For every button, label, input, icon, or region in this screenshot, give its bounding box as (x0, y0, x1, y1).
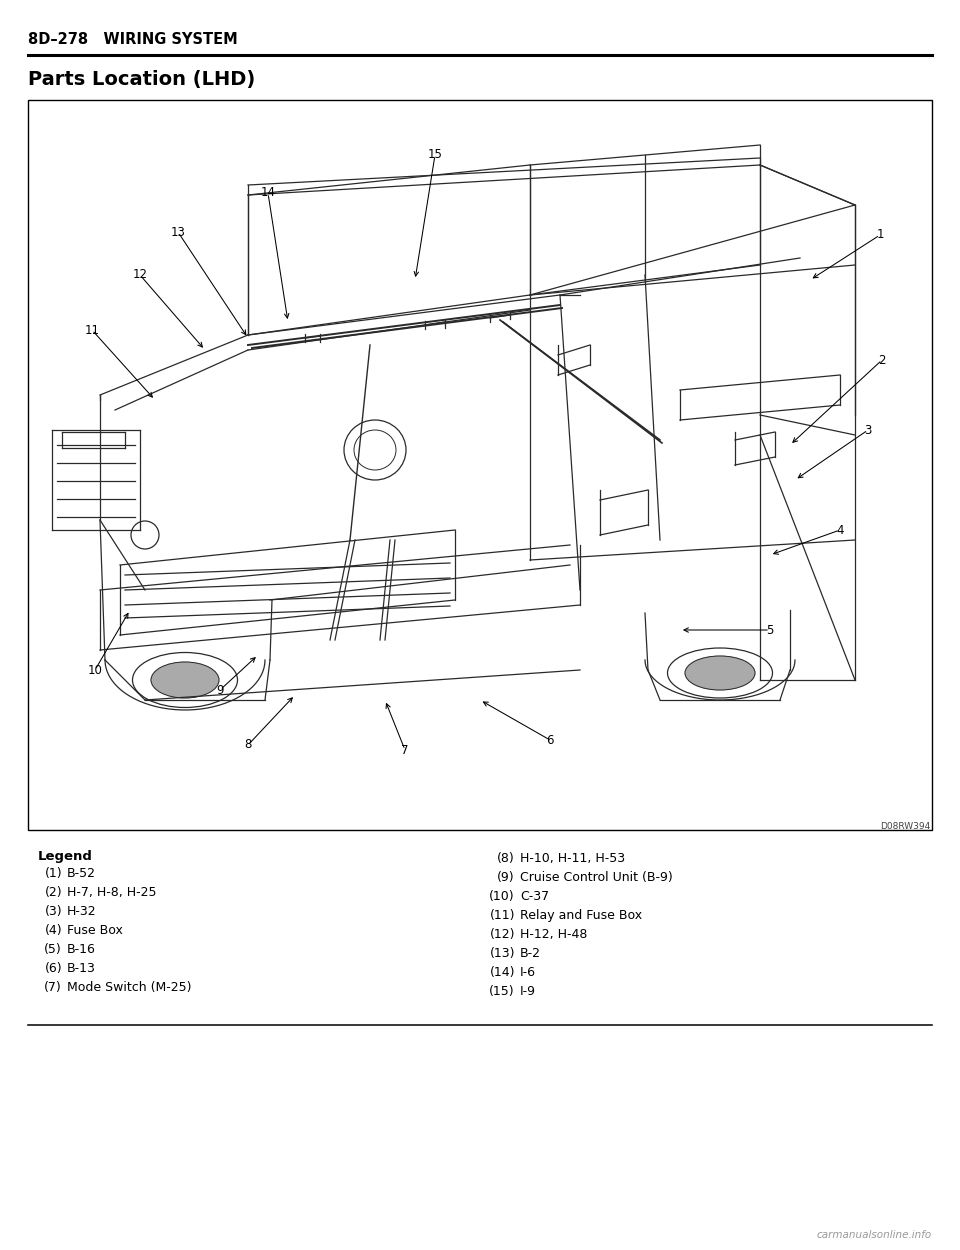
Text: (4): (4) (44, 924, 62, 938)
Text: 7: 7 (401, 744, 409, 756)
Text: 8: 8 (244, 739, 252, 751)
Text: carmanualsonline.info: carmanualsonline.info (817, 1230, 932, 1240)
Text: (15): (15) (490, 985, 515, 998)
Text: B-2: B-2 (520, 948, 541, 960)
Text: 2: 2 (878, 354, 886, 366)
Text: D08RW394: D08RW394 (879, 822, 930, 831)
Text: I-9: I-9 (520, 985, 536, 998)
Text: 1: 1 (876, 229, 884, 241)
Text: 8D–278   WIRING SYSTEM: 8D–278 WIRING SYSTEM (28, 32, 238, 48)
Text: (6): (6) (44, 962, 62, 975)
Text: 11: 11 (84, 324, 100, 336)
Text: (5): (5) (44, 942, 62, 956)
Text: 12: 12 (132, 269, 148, 281)
Text: B-16: B-16 (67, 942, 96, 956)
Text: (9): (9) (497, 871, 515, 884)
Text: 3: 3 (864, 424, 872, 436)
Text: H-12, H-48: H-12, H-48 (520, 928, 588, 941)
Text: I-6: I-6 (520, 966, 536, 979)
Text: (11): (11) (490, 909, 515, 922)
Text: 4: 4 (836, 524, 844, 536)
Text: 5: 5 (766, 624, 774, 636)
Text: 6: 6 (546, 734, 554, 746)
Text: 14: 14 (260, 186, 276, 200)
Text: C-37: C-37 (520, 890, 549, 902)
Text: (3): (3) (44, 905, 62, 918)
Text: (8): (8) (497, 853, 515, 865)
Bar (28, 100, 932, 830)
Text: B-13: B-13 (67, 962, 96, 975)
Text: Parts Location (LHD): Parts Location (LHD) (28, 70, 255, 89)
Text: Fuse Box: Fuse Box (67, 924, 123, 938)
Text: Cruise Control Unit (B-9): Cruise Control Unit (B-9) (520, 871, 673, 884)
Text: 10: 10 (87, 664, 103, 676)
Text: 15: 15 (427, 149, 443, 161)
Text: H-32: H-32 (67, 905, 97, 918)
Text: (10): (10) (490, 890, 515, 902)
Text: 9: 9 (216, 684, 224, 696)
Text: Relay and Fuse Box: Relay and Fuse Box (520, 909, 642, 922)
Text: (1): (1) (44, 867, 62, 880)
Text: Legend: Legend (38, 850, 93, 862)
Text: B-52: B-52 (67, 867, 96, 880)
Text: (13): (13) (490, 948, 515, 960)
Text: (7): (7) (44, 981, 62, 994)
Ellipse shape (151, 662, 219, 698)
Text: (12): (12) (490, 928, 515, 941)
Text: Mode Switch (M-25): Mode Switch (M-25) (67, 981, 191, 994)
Text: (14): (14) (490, 966, 515, 979)
Ellipse shape (685, 656, 755, 690)
Text: H-7, H-8, H-25: H-7, H-8, H-25 (67, 886, 156, 899)
Text: H-10, H-11, H-53: H-10, H-11, H-53 (520, 853, 625, 865)
Text: (2): (2) (44, 886, 62, 899)
Text: 13: 13 (171, 225, 185, 239)
